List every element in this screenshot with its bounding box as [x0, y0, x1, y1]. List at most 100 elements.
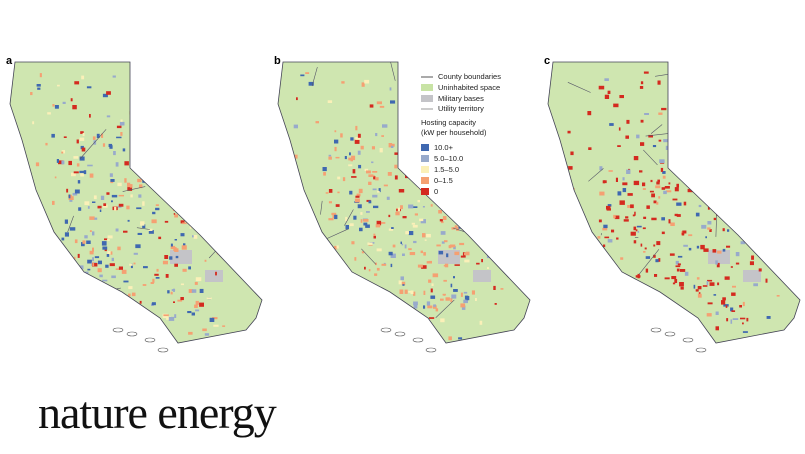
map-pixel: [675, 260, 679, 265]
map-pixel: [466, 251, 470, 256]
map-pixel: [170, 197, 173, 202]
map-pixel: [735, 252, 740, 257]
map-pixel: [599, 191, 605, 196]
map-pixel: [84, 235, 88, 239]
map-pixel: [195, 300, 199, 305]
map-pixel: [140, 158, 144, 162]
map-pixel: [413, 291, 416, 296]
map-pixel: [174, 239, 177, 241]
map-pixel: [683, 149, 686, 154]
island: [157, 347, 169, 353]
map-pixel: [27, 179, 30, 183]
island: [126, 331, 138, 337]
map-pixel: [367, 242, 373, 245]
map-pixel: [179, 192, 183, 195]
map-pixel: [373, 233, 376, 236]
map-pixel: [635, 229, 638, 232]
county-boundary: [739, 69, 753, 89]
map-pixel: [85, 290, 92, 293]
map-pixel: [696, 277, 700, 280]
map-pixel: [441, 241, 445, 244]
map-pixel: [597, 236, 601, 239]
map-pixel: [357, 299, 362, 302]
panel-label: a: [6, 55, 13, 67]
map-pixel: [369, 286, 372, 290]
map-pixel: [590, 258, 594, 261]
map-pixel: [188, 171, 193, 174]
map-pixel: [665, 145, 670, 150]
map-pixel: [705, 134, 709, 139]
map-pixel: [170, 245, 176, 250]
map-pixel: [765, 234, 769, 240]
map-pixel: [411, 314, 415, 318]
map-pixel: [460, 255, 466, 258]
map-pixel: [157, 89, 161, 93]
map-pixel: [754, 74, 757, 78]
map-pixel: [337, 191, 340, 194]
map-pixel: [746, 317, 749, 322]
map-pixel: [61, 315, 66, 320]
map-pixel: [385, 327, 388, 333]
map-pixel: [445, 297, 450, 301]
county-boundary: [435, 299, 455, 318]
map-pixel: [615, 177, 618, 182]
map-pixel: [676, 214, 681, 217]
map-pixel: [92, 262, 95, 267]
map-pixel: [133, 252, 138, 255]
map-pixel: [98, 301, 103, 306]
map-pixel: [662, 175, 666, 179]
map-pixel: [180, 283, 184, 286]
map-pixel: [642, 227, 646, 230]
map-pixel: [627, 205, 631, 208]
map-pixel: [87, 164, 93, 167]
map-pixel: [712, 190, 718, 193]
map-pixel: [459, 242, 465, 246]
map-pixel: [354, 257, 357, 261]
map-pixel: [697, 139, 703, 142]
map-pixel: [169, 256, 173, 260]
map-pixel: [76, 139, 79, 144]
map-pixel: [158, 236, 162, 240]
map-pixel: [688, 234, 693, 237]
map-pixel: [606, 205, 611, 210]
map-pixel: [388, 309, 394, 312]
map-pixel: [473, 176, 478, 181]
map-pixel: [391, 227, 394, 229]
map-pixel: [413, 240, 417, 244]
map-pixel: [704, 116, 711, 120]
map-pixel: [175, 255, 179, 259]
map-pixel: [655, 259, 659, 263]
map-pixel: [69, 198, 73, 202]
map-pixel: [624, 293, 630, 297]
county-boundary: [567, 82, 591, 93]
map-pixel: [422, 206, 425, 208]
map-pixel: [52, 104, 55, 107]
map-pixel: [689, 96, 694, 101]
map-pixel: [609, 123, 614, 126]
map-pixel: [151, 140, 155, 143]
map-pixel: [80, 173, 85, 177]
map-pixel: [182, 222, 187, 225]
map-pixel: [201, 205, 205, 208]
map-pixel: [357, 278, 363, 281]
map-pixel: [109, 173, 113, 177]
map-pixel: [179, 160, 183, 164]
map-pixel: [505, 91, 509, 94]
military-base: [708, 250, 730, 264]
map-pixel: [697, 172, 700, 174]
map-pixel: [397, 207, 400, 212]
map-pixel: [603, 180, 607, 184]
map-pixel: [454, 225, 458, 228]
map-pixel: [730, 307, 734, 312]
map-pixel: [630, 231, 636, 236]
map-pixel: [179, 166, 182, 170]
map-pixel: [81, 147, 86, 152]
map-pixel: [568, 166, 573, 170]
map-pixel: [349, 152, 351, 156]
map-pixel: [336, 333, 339, 337]
legend-swatch: [421, 155, 429, 162]
map-pixel: [464, 252, 468, 256]
map-pixel: [130, 153, 133, 156]
map-pixel: [693, 284, 696, 289]
map-pixel: [412, 224, 418, 228]
